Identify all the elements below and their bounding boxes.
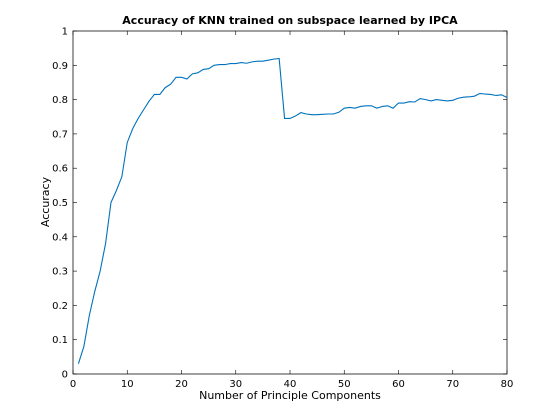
x-tick-label: 30 xyxy=(229,379,242,390)
chart-title: Accuracy of KNN trained on subspace lear… xyxy=(122,14,458,27)
x-tick-label: 10 xyxy=(121,379,134,390)
series-group xyxy=(77,57,508,364)
plot-frame xyxy=(72,30,508,375)
y-tick-label: 1 xyxy=(62,27,68,38)
y-tick-label: 0.4 xyxy=(52,232,68,243)
x-tick-label: 0 xyxy=(70,379,76,390)
x-tick-label: 70 xyxy=(446,379,459,390)
series-line xyxy=(77,57,508,364)
x-tick-label: 20 xyxy=(175,379,188,390)
y-tick-label: 0.6 xyxy=(52,164,68,175)
ticks xyxy=(72,30,508,375)
y-tick-label: 0.2 xyxy=(52,301,68,312)
y-tick-label: 0.8 xyxy=(52,95,68,106)
y-tick-label: 0.3 xyxy=(52,267,68,278)
x-axis-title: Number of Principle Components xyxy=(199,389,381,402)
y-tick-label: 0.5 xyxy=(52,198,68,209)
plot-area: 0 10 20 30 40 50 60 70 80 0 0.1 0.2 0.3 0.4 0.5 0.6 0.7 0… xyxy=(52,27,513,391)
x-tick-label: 80 xyxy=(501,379,514,390)
y-tick-label: 0 xyxy=(62,370,68,381)
x-tick-label: 40 xyxy=(284,379,297,390)
x-tick-label: 50 xyxy=(338,379,351,390)
x-tick-label: 60 xyxy=(392,379,405,390)
tick-labels: 0 10 20 30 40 50 60 70 80 0 0.1 0.2 0.3 0.4 0.5 0.6 0.7 0… xyxy=(52,27,513,391)
y-tick-label: 0.9 xyxy=(52,61,68,72)
y-tick-label: 0.7 xyxy=(52,129,68,140)
y-axis-title: Accuracy xyxy=(39,176,52,227)
y-tick-label: 0.1 xyxy=(52,335,68,346)
